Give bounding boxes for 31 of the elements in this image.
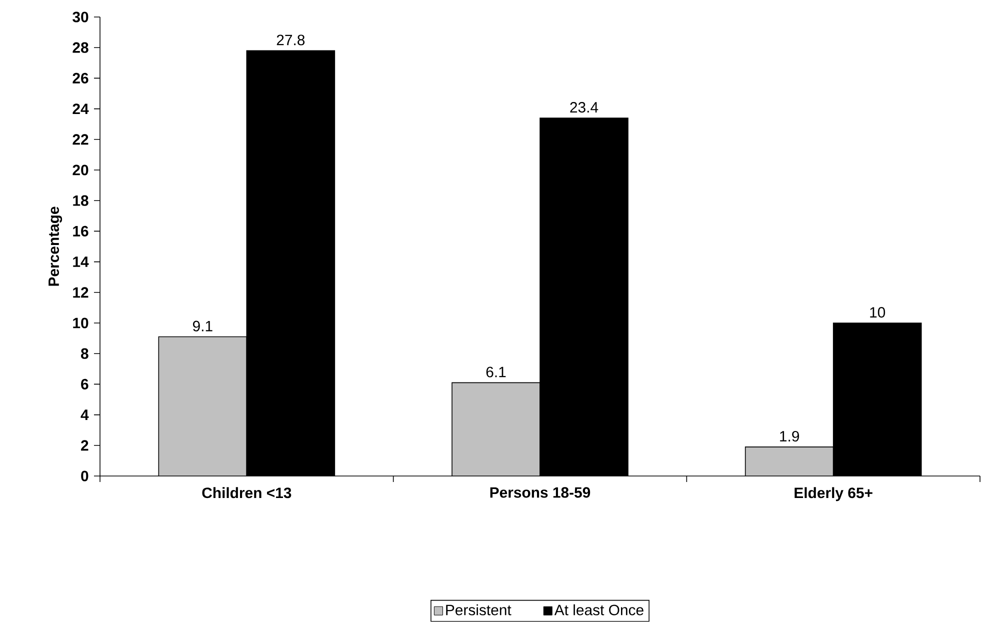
y-tick-label: 4: [80, 410, 89, 420]
y-tick-label: 12: [73, 287, 88, 298]
y-tick-label: 8: [80, 348, 88, 359]
data-label: 6.1: [486, 366, 506, 378]
bar: [158, 336, 247, 476]
y-tick-label: 22: [72, 134, 88, 145]
x-tick-label: Elderly 65+: [794, 487, 872, 502]
y-tick-label: 30: [72, 12, 88, 22]
y-tick-label: 0: [81, 470, 88, 482]
data-label: 9.1: [192, 320, 212, 332]
legend-label: At least Once: [554, 604, 644, 616]
y-tick-label: 6: [81, 379, 88, 390]
y-tick-label: 14: [73, 256, 89, 268]
y-tick-label: 10: [73, 318, 88, 328]
data-label: 1.9: [780, 431, 800, 442]
y-tick-label: 2: [81, 440, 88, 451]
y-tick-label: 24: [72, 104, 89, 114]
bar: [744, 446, 834, 476]
y-tick-label: 28: [72, 42, 88, 53]
x-tick-label: Persons 18-59: [490, 487, 590, 498]
y-tick-label: 18: [73, 195, 88, 206]
y-tick-label: 16: [73, 226, 88, 237]
y-axis-title: Percentage: [48, 206, 62, 286]
legend-label: Persistent: [446, 604, 512, 616]
data-label: 27.8: [276, 34, 305, 46]
data-label: 10: [870, 307, 886, 318]
y-tick-label: 20: [72, 164, 88, 176]
bar: [452, 382, 540, 476]
y-tick-label: 26: [72, 73, 88, 84]
x-tick-label: Children <13: [202, 487, 292, 498]
data-label: 23.4: [570, 102, 598, 113]
